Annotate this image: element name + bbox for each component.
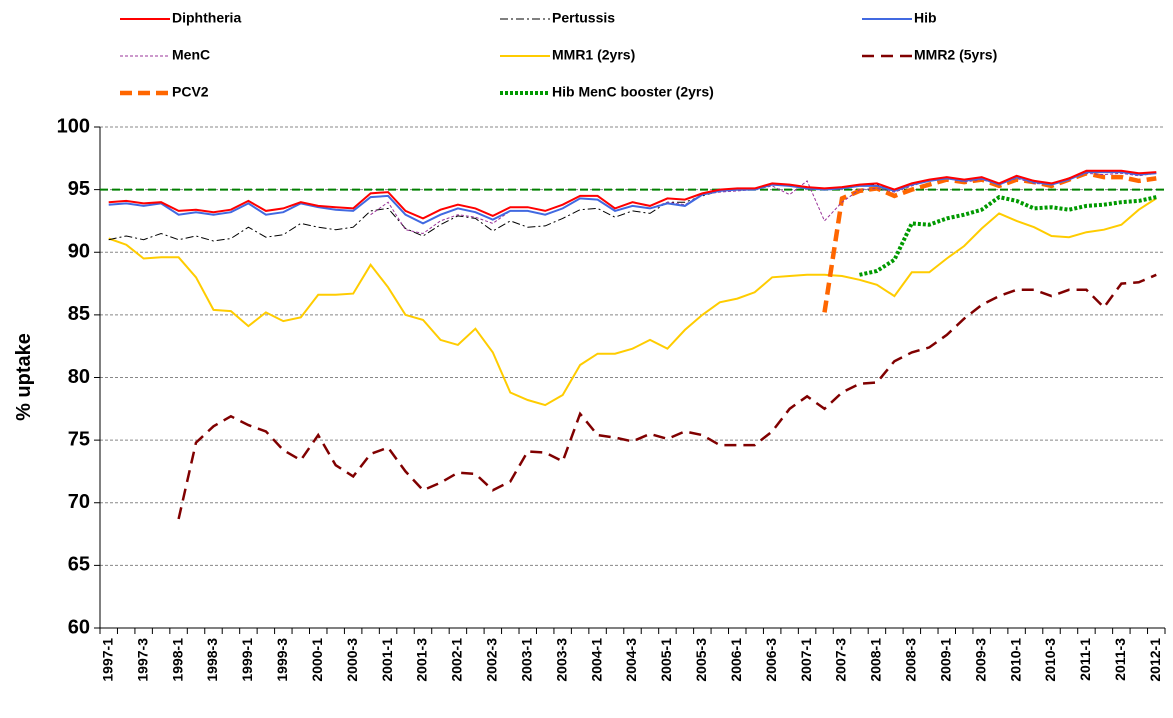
legend-label: Diphtheria [172,10,241,26]
x-tick-label: 2005-1 [658,638,674,682]
x-tick-label: 1998-1 [169,638,185,682]
x-tick-label: 2010-1 [1007,638,1023,682]
x-tick-label: 2008-3 [903,638,919,682]
y-tick-label: 65 [68,554,90,576]
series-line [822,170,1157,313]
x-tick-label: 2001-1 [379,638,395,682]
legend-label: Hib [914,10,937,26]
x-tick-label: 2002-1 [449,638,465,682]
x-tick-label: 2003-3 [553,638,569,682]
series-line [108,169,1157,220]
x-tick-label: 1997-1 [99,638,115,682]
x-tick-label: 2000-3 [344,638,360,682]
x-tick-label: 2004-1 [588,638,604,682]
x-tick-label: 2003-1 [518,638,534,682]
x-tick-label: 2010-3 [1042,638,1058,682]
legend-label: Pertussis [552,10,615,26]
x-tick-label: 2012-1 [1147,638,1163,682]
y-tick-label: 95 [68,178,90,200]
x-tick-label: 2002-3 [484,638,500,682]
y-tick-label: 60 [68,616,90,638]
y-axis-label: % uptake [13,333,35,421]
x-tick-label: 1999-3 [274,638,290,682]
series-line [177,273,1157,520]
x-tick-label: 2000-1 [309,638,325,682]
series-line [108,197,1157,407]
x-tick-label: 1998-3 [204,638,220,682]
x-tick-label: 2004-3 [623,638,639,682]
legend-label: PCV2 [172,84,209,100]
x-tick-label: 2009-3 [972,638,988,682]
x-tick-label: 2005-3 [693,638,709,682]
legend-label: MenC [172,47,210,63]
x-tick-label: 2007-3 [833,638,849,682]
x-tick-label: 2007-1 [798,638,814,682]
series-line [859,194,1157,277]
legend-label: MMR1 (2yrs) [552,47,635,63]
x-tick-label: 2009-1 [937,638,953,682]
legend-label: MMR2 (5yrs) [914,47,997,63]
x-tick-label: 1999-1 [239,638,255,682]
x-tick-label: 2006-1 [728,638,744,682]
x-tick-label: 2006-3 [763,638,779,682]
x-tick-label: 2011-1 [1077,638,1093,681]
y-tick-label: 75 [68,428,90,450]
y-tick-label: 85 [68,303,90,325]
y-tick-label: 90 [68,241,90,263]
x-tick-label: 2008-1 [868,638,884,682]
y-tick-label: 80 [68,366,90,388]
x-tick-label: 1997-3 [134,638,150,682]
x-tick-label: 2001-3 [414,638,430,682]
y-tick-label: 100 [57,115,90,137]
y-tick-label: 70 [68,491,90,513]
series-line [108,171,1157,225]
x-tick-label: 2011-3 [1112,638,1128,681]
legend-label: Hib MenC booster (2yrs) [552,84,714,100]
